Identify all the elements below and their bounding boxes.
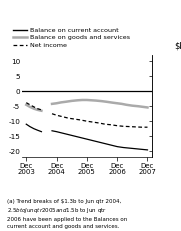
Legend: Balance on current account, Balance on goods and services, Net income: Balance on current account, Balance on g…: [13, 27, 131, 48]
Text: $b: $b: [174, 41, 181, 50]
Text: (a) Trend breaks of $1.3b to Jun qtr 2004,
$2.5b to Jun qtr 2005 and $1.5b to Ju: (a) Trend breaks of $1.3b to Jun qtr 200…: [7, 199, 127, 229]
